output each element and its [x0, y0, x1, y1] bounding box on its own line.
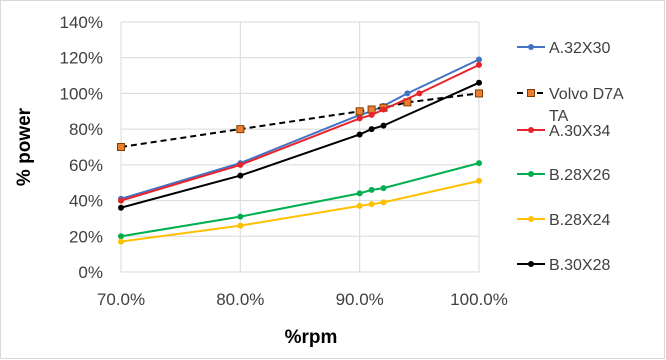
- data-point: [356, 202, 363, 209]
- legend-label: Volvo D7A TA: [549, 86, 624, 125]
- y-tick-label: 60%: [69, 156, 103, 175]
- y-tick-label: 100%: [60, 84, 103, 103]
- y-tick-label: 20%: [69, 227, 103, 246]
- legend-item: B.30X28: [517, 257, 610, 274]
- y-axis-title: % power: [14, 107, 35, 186]
- legend-label: B.30X28: [549, 257, 610, 274]
- data-point: [356, 131, 363, 138]
- legend-item: B.28X26: [517, 167, 610, 184]
- legend: A.32X30 Volvo D7A TAA.30X34 B.28X26 B.28X24 B…: [517, 40, 624, 274]
- data-point: [368, 111, 375, 118]
- x-tick-label: 90.0%: [336, 290, 384, 309]
- data-point: [118, 204, 124, 211]
- y-tick-label: 0%: [78, 263, 103, 282]
- legend-marker: [528, 261, 534, 267]
- legend-label: A.32X30: [549, 40, 610, 57]
- data-point: [380, 122, 387, 129]
- data-point: [117, 143, 125, 151]
- legend-item: Volvo D7A TA: [517, 86, 624, 125]
- data-point: [236, 125, 245, 134]
- data-point: [118, 238, 124, 245]
- data-point: [118, 233, 124, 240]
- data-point: [476, 61, 482, 68]
- data-point: [368, 126, 375, 133]
- y-tick-label: 120%: [60, 49, 103, 68]
- data-point: [380, 199, 387, 206]
- legend-marker: [528, 44, 534, 50]
- y-tick-label: 80%: [69, 120, 103, 139]
- data-point: [237, 172, 244, 179]
- legend-label: B.28X26: [549, 167, 610, 184]
- series-6: [118, 79, 482, 211]
- legend-label: A.30X34: [549, 123, 610, 140]
- series-lines: [117, 56, 483, 245]
- data-point: [416, 90, 423, 97]
- x-axis-title: %rpm: [285, 327, 338, 348]
- series-3: [118, 61, 482, 204]
- data-point: [476, 56, 482, 63]
- data-point: [237, 213, 244, 220]
- data-point: [356, 190, 363, 197]
- y-tick-label: 140%: [60, 13, 103, 32]
- data-point: [404, 90, 411, 97]
- data-point: [476, 160, 482, 167]
- data-point: [237, 161, 244, 168]
- data-point: [475, 89, 483, 98]
- data-point: [237, 222, 244, 229]
- series-line: [120, 162, 480, 238]
- y-tick-label: 40%: [69, 192, 103, 211]
- x-tick-label: 100.0%: [450, 290, 508, 309]
- legend-marker: [528, 171, 534, 177]
- data-point: [356, 115, 363, 122]
- series-4: [118, 160, 482, 240]
- data-point: [368, 186, 375, 193]
- series-line: [120, 81, 480, 209]
- data-point: [355, 107, 364, 116]
- data-point: [380, 185, 387, 192]
- legend-marker: [528, 216, 534, 222]
- data-point: [380, 106, 387, 113]
- tick-labels: 0% 20% 40% 60% 80% 100% 120% 140% 70.0% 80.0% 90.0…: [60, 13, 508, 309]
- x-tick-label: 80.0%: [216, 290, 264, 309]
- data-point: [118, 197, 124, 204]
- legend-marker: [528, 127, 534, 133]
- data-point: [476, 177, 482, 184]
- data-point: [368, 201, 375, 208]
- legend-marker: [527, 89, 535, 97]
- x-tick-label: 70.0%: [97, 290, 145, 309]
- series-5: [118, 177, 482, 245]
- data-point: [476, 79, 482, 86]
- series-line: [120, 179, 480, 243]
- legend-label: B.28X24: [549, 212, 610, 229]
- legend-item: A.30X34: [517, 123, 610, 140]
- legend-item: A.32X30: [517, 40, 610, 57]
- legend-item: B.28X24: [517, 212, 610, 229]
